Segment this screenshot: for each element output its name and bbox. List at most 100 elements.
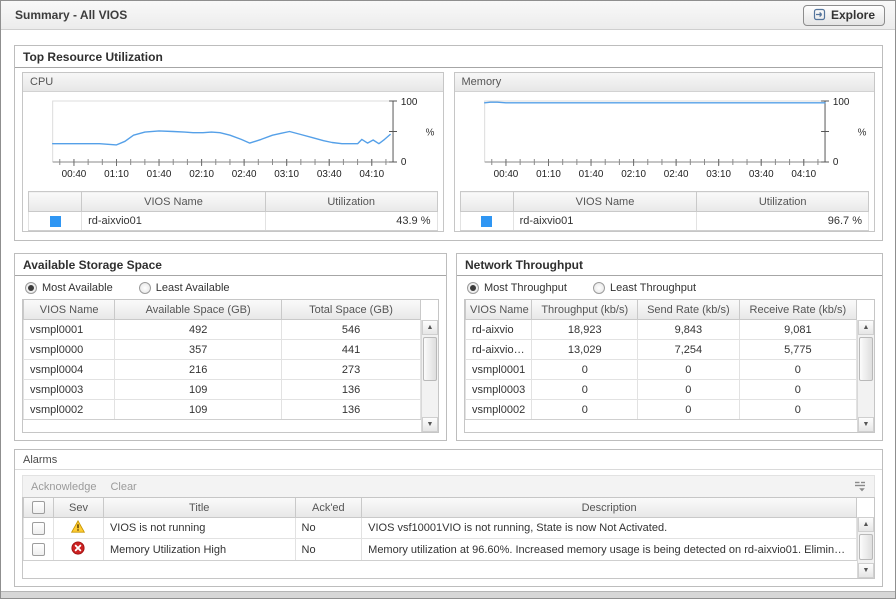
table-cell — [23, 538, 54, 561]
column-header[interactable]: Sev — [52, 498, 104, 518]
table-row[interactable]: vsmpl0003 0 0 0 — [464, 379, 858, 400]
column-header[interactable]: Total Space (GB) — [281, 300, 421, 320]
svg-text:100: 100 — [401, 97, 418, 108]
table-cell: 96.7 % — [696, 211, 869, 231]
table-cell: rd-aixvio01 — [512, 211, 698, 231]
table-header-row: VIOS Name Utilization — [459, 191, 869, 212]
table-cell: 0 — [531, 359, 639, 380]
radio-icon — [138, 282, 151, 294]
checkbox[interactable] — [31, 543, 45, 556]
table-cell: 5,775 — [738, 339, 858, 360]
column-header[interactable] — [27, 191, 83, 212]
chart-panels: CPU 00:40 01:10 01:40 02:10 02:40 03:10 03:40 0… — [15, 68, 882, 236]
column-header[interactable]: Ack'ed — [294, 498, 363, 518]
table-row[interactable]: rd-aixvio 18,923 9,843 9,081 — [464, 319, 858, 340]
column-header[interactable]: Utilization — [264, 191, 438, 212]
table-row[interactable]: vsmpl0004 216 273 — [22, 359, 421, 380]
acknowledge-button[interactable]: Acknowledge — [31, 480, 97, 493]
column-header[interactable]: VIOS Name — [22, 300, 116, 320]
table-row[interactable]: rd-aixvio01 96.7 % — [459, 211, 869, 231]
table-cell: 0 — [637, 359, 740, 380]
column-header[interactable] — [23, 498, 54, 518]
scrollbar-thumb[interactable] — [859, 534, 873, 560]
table-cell: 0 — [637, 399, 740, 420]
column-header[interactable]: Description — [361, 498, 857, 518]
table-row[interactable]: vsmpl0000 357 441 — [22, 339, 421, 360]
scrollbar-track[interactable] — [858, 532, 874, 563]
scroll-up-icon[interactable]: ▲ — [422, 320, 438, 335]
table-cell: 0 — [738, 379, 858, 400]
column-header[interactable]: Receive Rate (kb/s) — [738, 300, 858, 320]
table-cell: 136 — [281, 399, 421, 420]
column-header[interactable]: Utilization — [696, 191, 869, 212]
cpu-utilization-chart[interactable]: 00:40 01:10 01:40 02:10 02:40 03:10 03:40 04:10… — [23, 92, 443, 188]
scrollbar-thumb[interactable] — [859, 337, 873, 381]
column-header[interactable] — [459, 191, 514, 212]
checkbox[interactable] — [31, 501, 45, 514]
alarms-table-viewport: Sev Title Ack'ed Description VIOS is not run… — [22, 497, 875, 579]
scroll-down-icon[interactable]: ▼ — [422, 417, 438, 432]
table-options-icon[interactable] — [851, 480, 866, 493]
scroll-down-icon[interactable]: ▼ — [858, 563, 874, 578]
radio-most-available[interactable]: Most Available — [25, 282, 113, 294]
clear-button[interactable]: Clear — [110, 480, 137, 493]
table-cell: 13,029 — [531, 339, 639, 360]
column-header[interactable]: Send Rate (kb/s) — [637, 300, 740, 320]
table-row[interactable]: VIOS is not running No VIOS vsf10001VIO is… — [23, 517, 857, 539]
vertical-scrollbar[interactable]: ▲ ▼ — [857, 320, 874, 432]
scrollbar-thumb[interactable] — [423, 337, 437, 381]
svg-text:100: 100 — [832, 97, 849, 108]
scrollbar-track[interactable] — [422, 335, 438, 417]
window-bottom-edge — [1, 591, 895, 598]
table-cell: 7,254 — [637, 339, 740, 360]
table-cell: 43.9 % — [264, 211, 438, 231]
table-cell — [459, 211, 514, 231]
alarms-title: Alarms — [15, 450, 882, 470]
scroll-up-icon[interactable]: ▲ — [858, 320, 874, 335]
alarms-panel: Alarms Acknowledge Clear Sev Title Ack'ed D… — [14, 449, 883, 587]
vertical-scrollbar[interactable]: ▲ ▼ — [857, 517, 874, 578]
memory-utilization-chart[interactable]: 00:40 01:10 01:40 02:10 02:40 03:10 03:40 04:10… — [455, 92, 875, 188]
table-cell: 0 — [531, 399, 639, 420]
table-row[interactable]: vsmpl0003 109 136 — [22, 379, 421, 400]
radio-most-throughput[interactable]: Most Throughput — [467, 282, 567, 294]
radio-least-available[interactable]: Least Available — [138, 282, 230, 294]
table-cell: No — [294, 538, 363, 561]
table-cell: 273 — [281, 359, 421, 380]
table-cell: vsmpl0001 — [22, 319, 116, 340]
vertical-scrollbar[interactable]: ▲ ▼ — [421, 320, 438, 432]
table-header-row: VIOS Name Utilization — [27, 191, 438, 212]
scroll-up-icon[interactable]: ▲ — [858, 517, 874, 532]
column-header[interactable]: Title — [102, 498, 296, 518]
column-header[interactable]: Available Space (GB) — [114, 300, 283, 320]
radio-label: Most Available — [42, 282, 113, 294]
table-cell: VIOS is not running — [102, 517, 296, 539]
table-cell — [23, 517, 54, 539]
network-throughput-title: Network Throughput — [457, 254, 882, 276]
svg-text:%: % — [426, 127, 435, 138]
table-row[interactable]: Memory Utilization High No Memory utilizat… — [23, 538, 857, 561]
explore-button[interactable]: Explore — [802, 4, 885, 26]
table-row[interactable]: vsmpl0002 109 136 — [22, 399, 421, 420]
column-header[interactable]: Throughput (kb/s) — [531, 300, 639, 320]
radio-least-throughput[interactable]: Least Throughput — [592, 282, 696, 294]
table-row[interactable]: vsmpl0002 0 0 0 — [464, 399, 858, 420]
column-header[interactable]: VIOS Name — [81, 191, 266, 212]
table-cell: rd-aixvio — [464, 319, 533, 340]
table-row[interactable]: rd-aixvio01 13,029 7,254 5,775 — [464, 339, 858, 360]
radio-icon — [25, 282, 37, 294]
svg-text:04:10: 04:10 — [791, 169, 816, 180]
radio-label: Least Available — [155, 282, 230, 294]
table-row[interactable]: rd-aixvio01 43.9 % — [27, 211, 438, 231]
error-icon — [71, 541, 86, 555]
checkbox[interactable] — [31, 521, 45, 535]
column-header[interactable]: VIOS Name — [512, 191, 698, 212]
scrollbar-track[interactable] — [858, 335, 874, 417]
column-header[interactable]: VIOS Name — [464, 300, 533, 320]
explore-button-label: Explore — [830, 7, 875, 22]
table-cell: 109 — [114, 399, 283, 420]
table-row[interactable]: vsmpl0001 0 0 0 — [464, 359, 858, 380]
table-row[interactable]: vsmpl0001 492 546 — [22, 319, 421, 340]
scroll-down-icon[interactable]: ▼ — [858, 417, 874, 432]
network-table: VIOS Name Throughput (kb/s) Send Rate (kb/… — [464, 300, 858, 420]
